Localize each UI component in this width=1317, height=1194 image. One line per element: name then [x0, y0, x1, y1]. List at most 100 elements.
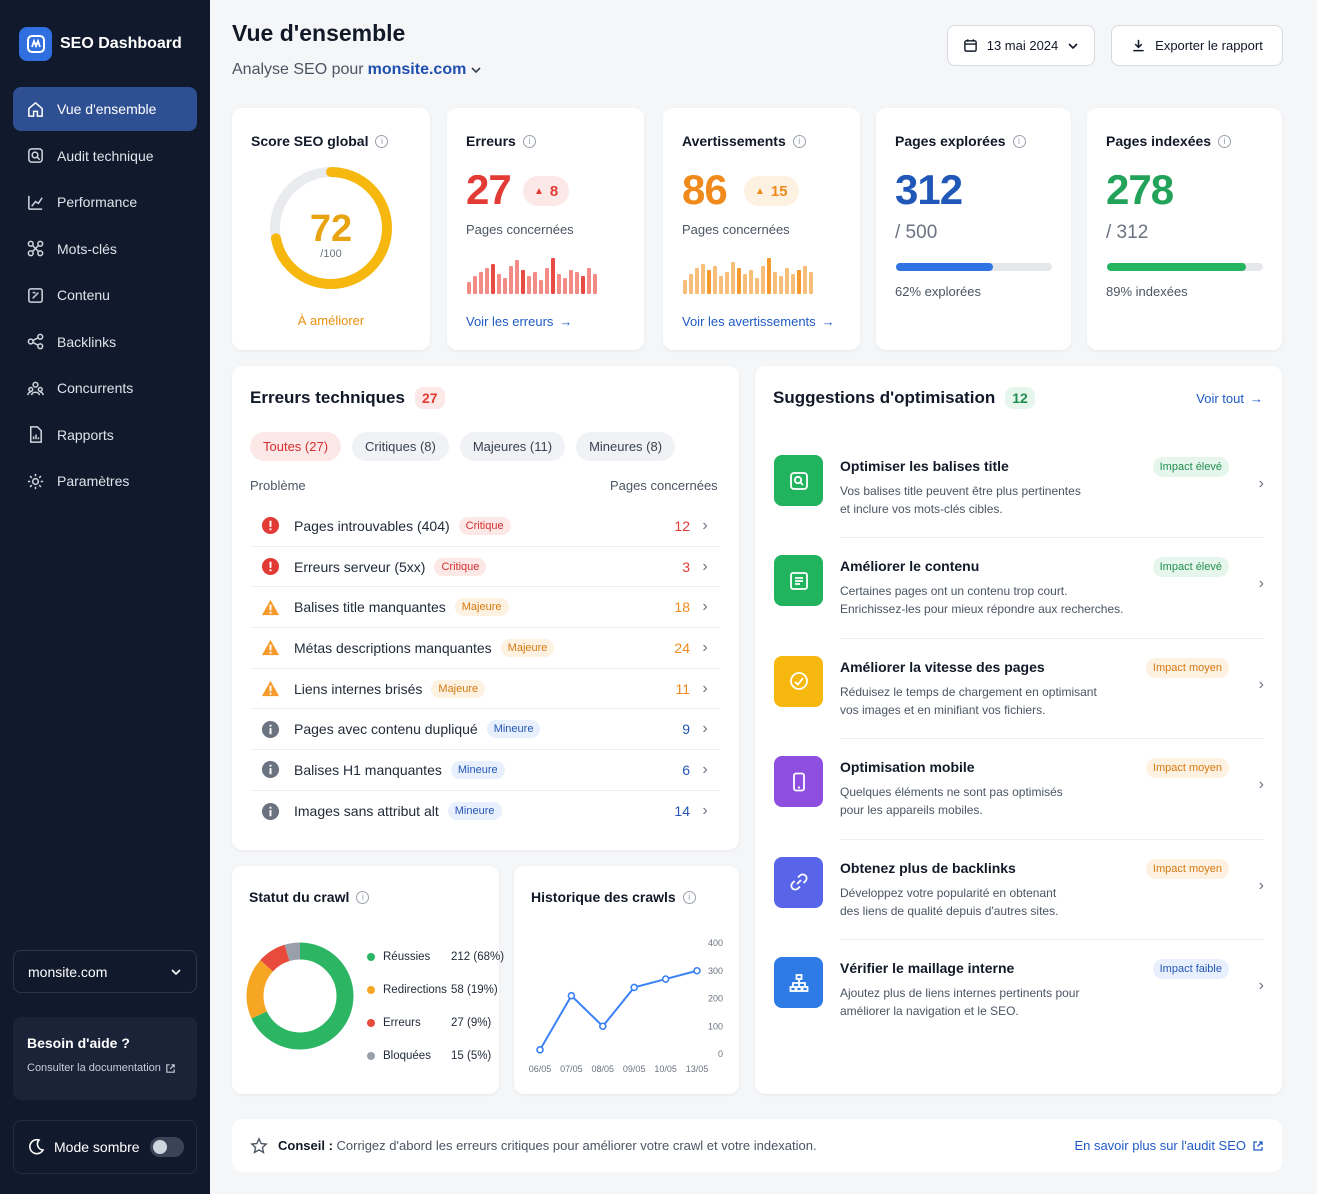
error-row[interactable]: Images sans attribut alt Mineure 14 ›: [250, 791, 720, 832]
score-status: À améliorer: [297, 313, 365, 328]
suggestion-description: Certaines pages ont un contenu trop cour…: [840, 582, 1160, 618]
error-row[interactable]: Erreurs serveur (5xx) Critique 3 ›: [250, 547, 720, 588]
suggestion-item[interactable]: Optimisation mobile Quelques éléments ne …: [774, 738, 1264, 856]
suggestion-item[interactable]: Améliorer la vitesse des pages Réduisez l…: [774, 637, 1264, 756]
star-icon: [250, 1136, 268, 1154]
sitemap-icon: [774, 957, 823, 1008]
error-label: Erreurs serveur (5xx): [294, 558, 426, 575]
chevron-right-icon: ›: [702, 557, 708, 575]
filter-critical[interactable]: Critiques (8): [352, 432, 449, 461]
legend-label: Redirections: [383, 983, 447, 996]
sidebar-item-overview[interactable]: Vue d'ensemble: [13, 87, 197, 131]
error-count: 3: [682, 558, 690, 575]
error-row[interactable]: Pages introuvables (404) Critique 12 ›: [250, 506, 720, 547]
info-icon[interactable]: i: [356, 890, 370, 904]
brand-name: SEO Dashboard: [60, 35, 182, 52]
spark-bar: [497, 274, 501, 294]
sidebar-item-competitors[interactable]: Concurrents: [13, 366, 197, 410]
home-icon: [28, 101, 43, 117]
view-errors-link[interactable]: Voir les erreurs →: [466, 314, 572, 329]
legend-item: Erreurs 27 (9%): [367, 1006, 507, 1039]
score-value: 72: [309, 208, 353, 250]
legend-item: Redirections 58 (19%): [367, 973, 507, 1006]
error-row[interactable]: Pages avec contenu dupliqué Mineure 9 ›: [250, 709, 720, 751]
info-icon[interactable]: i: [375, 134, 389, 148]
arrow-right-icon: →: [559, 314, 573, 329]
date-picker-button[interactable]: 13 mai 2024: [947, 25, 1095, 66]
spark-bar: [713, 266, 717, 294]
info-icon[interactable]: i: [682, 890, 696, 904]
sidebar-item-keywords[interactable]: Mots-clés: [13, 227, 197, 271]
spark-bar: [743, 274, 747, 294]
dark-mode-label: Mode sombre: [54, 1139, 140, 1155]
view-warnings-link[interactable]: Voir les avertissements →: [682, 314, 835, 329]
sidebar-item-performance[interactable]: Performance: [13, 180, 197, 224]
spark-bar: [563, 278, 567, 294]
severity-badge-major: Majeure: [431, 679, 486, 698]
site-analysis-selector[interactable]: Analyse SEO pour monsite.com: [232, 61, 482, 79]
chevron-right-icon: ›: [702, 720, 708, 738]
explored-value: 312: [895, 166, 963, 213]
sidebar-item-settings[interactable]: Paramètres: [13, 459, 197, 503]
legend-value: 58 (19%): [451, 983, 498, 996]
info-icon[interactable]: i: [1218, 134, 1232, 148]
indexed-total: / 312: [1106, 222, 1149, 243]
error-row[interactable]: Balises title manquantes Majeure 18 ›: [250, 587, 720, 629]
error-row[interactable]: Balises H1 manquantes Mineure 6 ›: [250, 750, 720, 791]
x-tick-label: 06/05: [529, 1064, 552, 1074]
indexed-value: 278: [1106, 166, 1174, 213]
data-point: [567, 991, 576, 1000]
score-title-row: Score SEO global i: [251, 133, 389, 149]
suggestion-item[interactable]: Obtenez plus de backlinks Développez votr…: [774, 838, 1264, 957]
sidebar-item-label: Contenu: [57, 287, 110, 303]
spark-bar: [809, 272, 813, 294]
documentation-link[interactable]: Consulter la documentation: [27, 1062, 183, 1074]
y-tick-label: 0: [718, 1049, 723, 1059]
error-row[interactable]: Liens internes brisés Majeure 11 ›: [250, 669, 720, 710]
x-tick-label: 08/05: [592, 1064, 615, 1074]
suggestion-item[interactable]: Vérifier le maillage interne Ajoutez plus…: [774, 939, 1264, 1057]
document-icon: [774, 555, 823, 607]
site-selector[interactable]: monsite.com: [13, 950, 197, 993]
description-line-2: améliorer la navigation et le SEO.: [840, 1004, 1019, 1018]
impact-badge: Impact faible: [1152, 959, 1229, 979]
dark-mode-toggle[interactable]: [150, 1137, 184, 1157]
sidebar-item-backlinks[interactable]: Backlinks: [13, 320, 197, 364]
suggestion-description: Réduisez le temps de chargement en optim…: [840, 683, 1160, 719]
column-header-problem: Problème: [250, 478, 306, 493]
brand[interactable]: SEO Dashboard: [19, 27, 182, 61]
legend-value: 212 (68%): [451, 950, 505, 963]
error-label: Métas descriptions manquantes: [294, 639, 492, 656]
spark-bar: [485, 268, 489, 294]
sidebar-item-technical-audit[interactable]: Audit technique: [13, 134, 197, 178]
sidebar-item-content[interactable]: Contenu: [13, 273, 197, 317]
technical-errors-header: Erreurs techniques 27: [250, 387, 445, 409]
info-icon[interactable]: i: [792, 134, 806, 148]
info-icon[interactable]: i: [1012, 134, 1026, 148]
error-row[interactable]: Métas descriptions manquantes Majeure 24 ›: [250, 628, 720, 669]
spark-bar: [689, 274, 693, 294]
export-report-button[interactable]: Exporter le rapport: [1111, 25, 1283, 66]
sidebar-item-reports[interactable]: Rapports: [13, 413, 197, 457]
score-gauge: [270, 167, 392, 289]
view-all-link[interactable]: Voir tout →: [1196, 391, 1263, 406]
info-icon[interactable]: i: [522, 134, 536, 148]
spark-bar: [695, 268, 699, 294]
seo-audit-link[interactable]: En savoir plus sur l'audit SEO: [1074, 1138, 1264, 1153]
explored-pages-card: Pages explorées i 312 / 500 62% explorée…: [876, 108, 1071, 350]
seo-audit-link-label: En savoir plus sur l'audit SEO: [1074, 1138, 1246, 1153]
column-header-pages: Pages concernées: [610, 478, 718, 493]
suggestion-item[interactable]: Optimiser les balises title Vos balises t…: [774, 455, 1264, 555]
chevron-down-icon: [171, 968, 181, 975]
description-line-2: et inclure vos mots-clés cibles.: [840, 502, 1003, 516]
warning-icon: [261, 599, 280, 615]
suggestion-item[interactable]: Améliorer le contenu Certaines pages ont …: [774, 537, 1264, 655]
filter-minor[interactable]: Mineures (8): [576, 432, 676, 461]
filter-major[interactable]: Majeures (11): [459, 432, 566, 461]
filter-all[interactable]: Toutes (27): [250, 432, 342, 461]
severity-badge-critical: Critique: [458, 516, 511, 535]
crawl-status-donut: [246, 942, 354, 1050]
y-tick-label: 100: [708, 1021, 723, 1031]
error-label: Liens internes brisés: [294, 680, 423, 697]
spark-bar: [539, 280, 543, 294]
